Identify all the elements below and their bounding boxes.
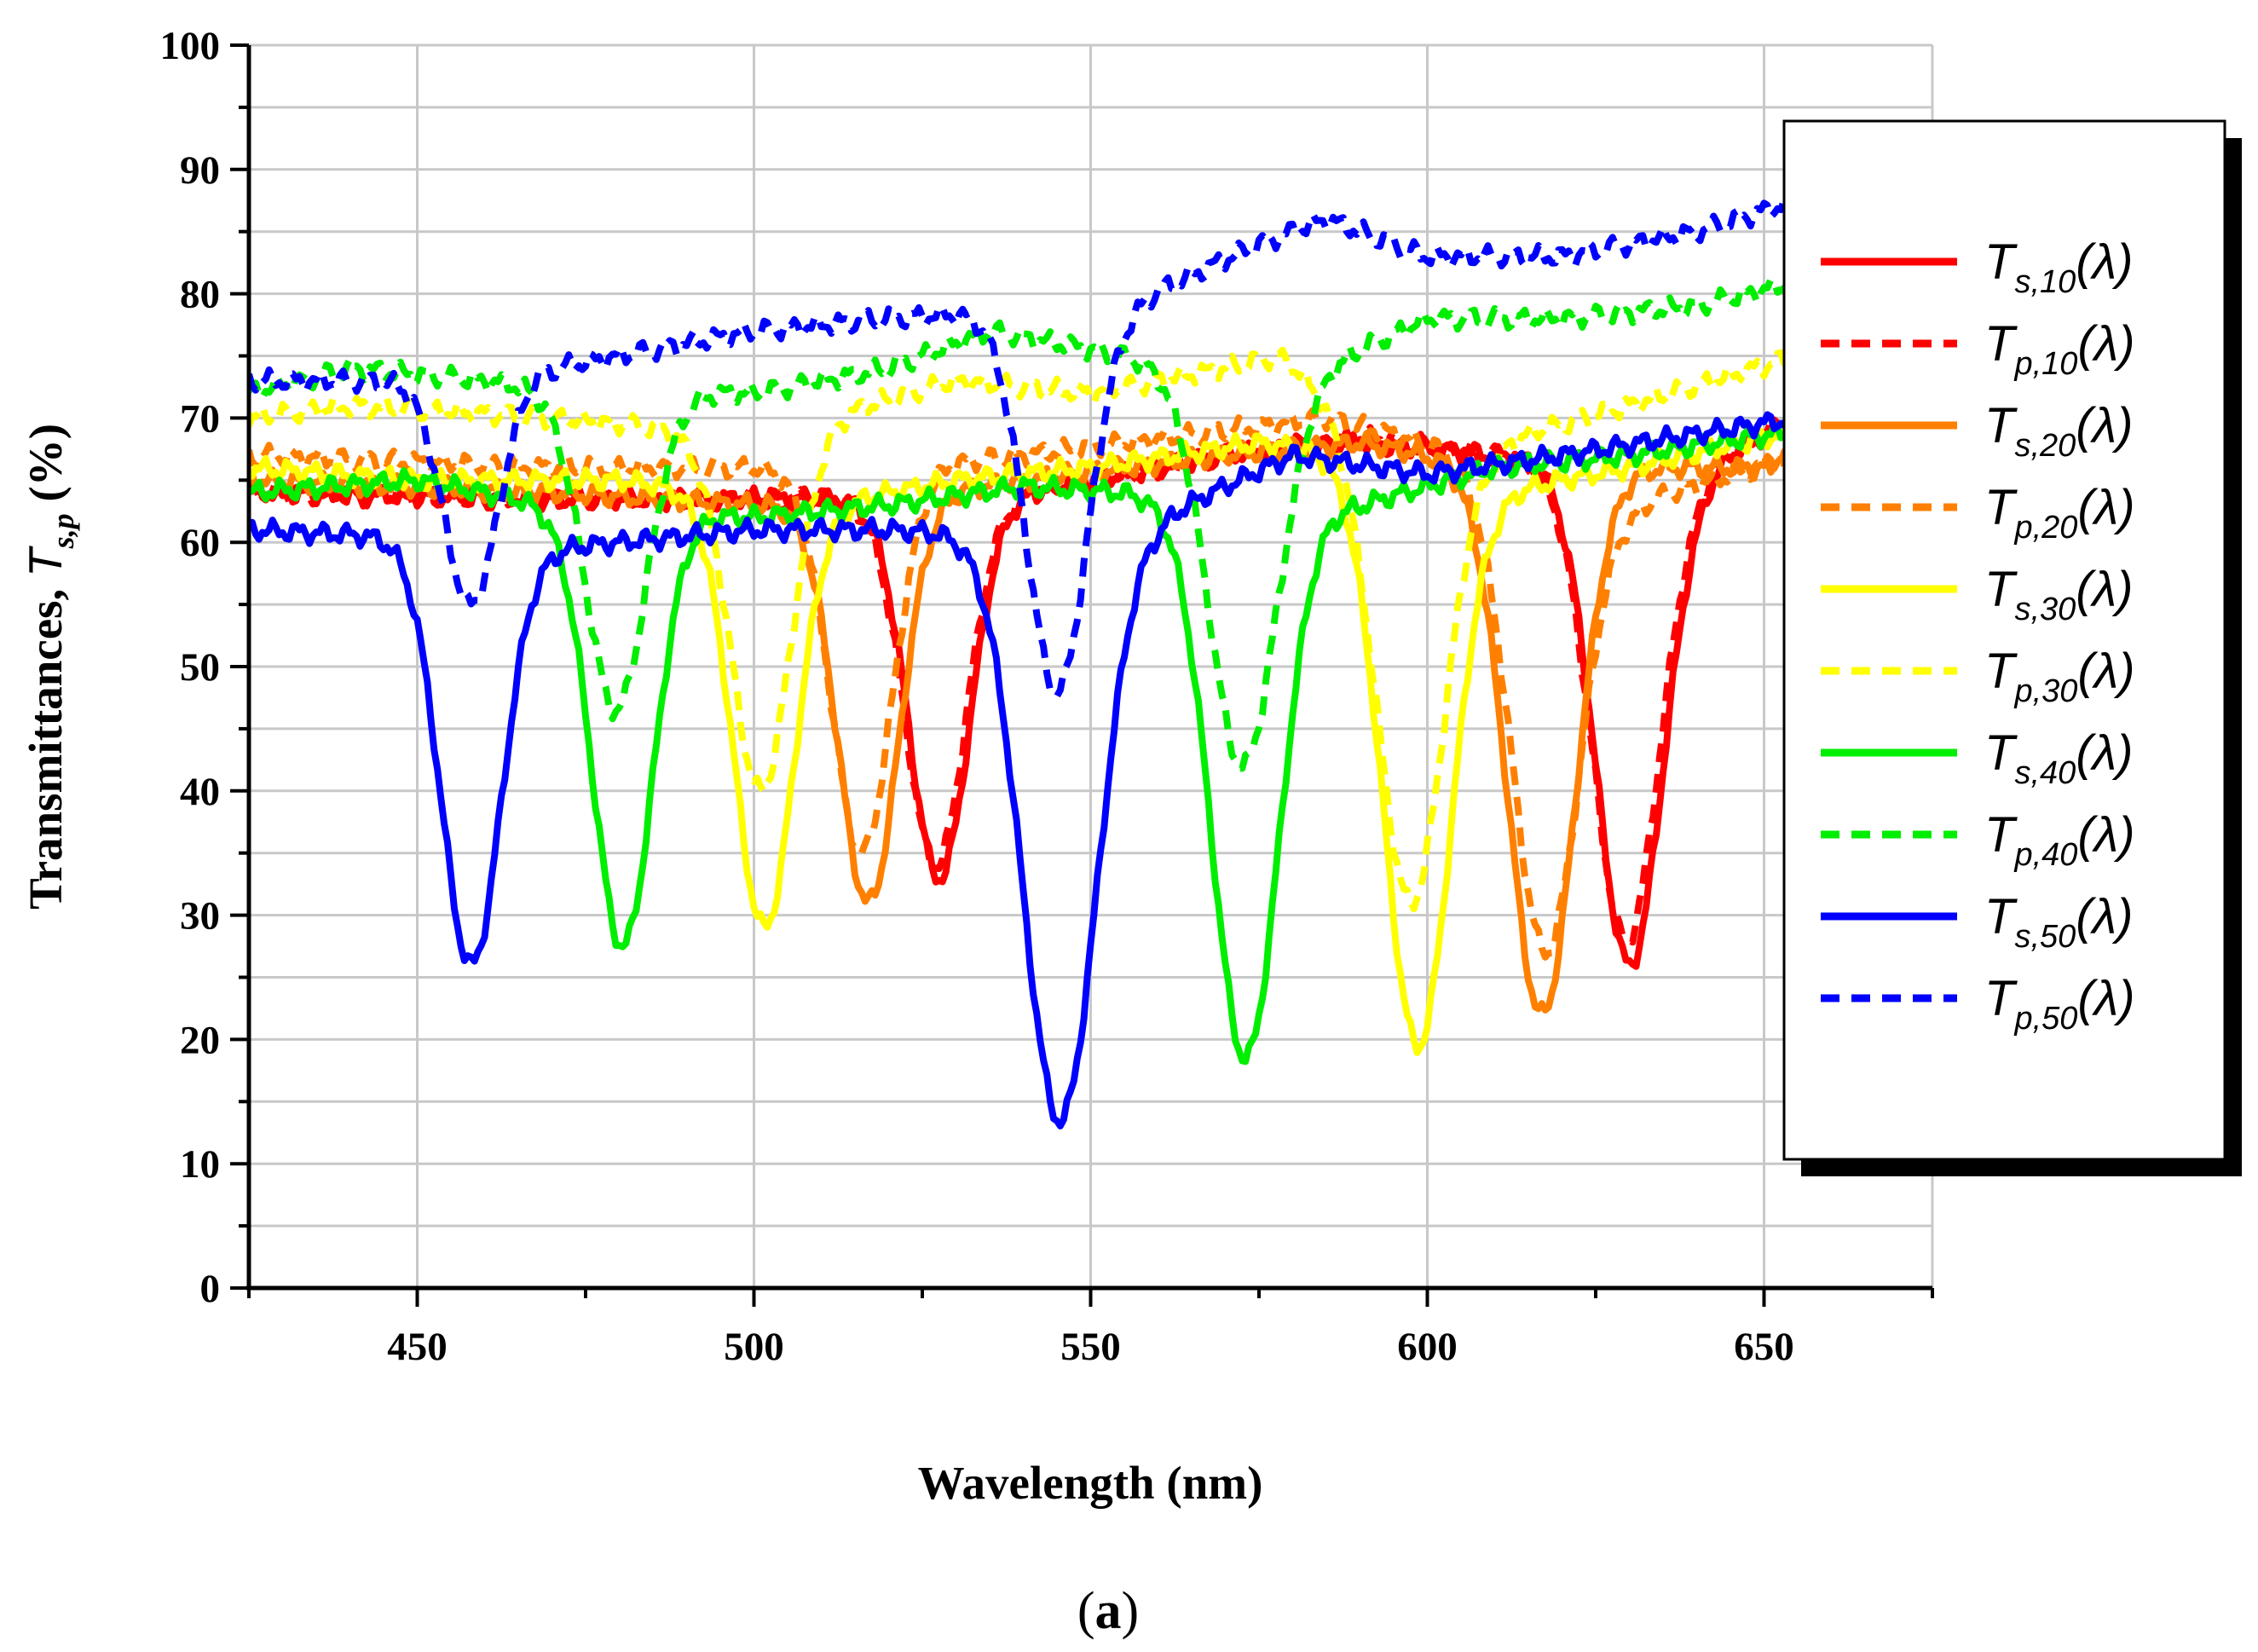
figure-caption: (a) (1077, 1582, 1139, 1640)
y-tick-label-20: 20 (180, 1018, 220, 1062)
legend-label-p-20: Tp,20(λ) (1984, 480, 2135, 546)
y-tick-label-30: 30 (180, 894, 220, 939)
legend-label-s-40: Ts,40(λ) (1984, 725, 2133, 791)
x-axis-title: Wavelength (nm) (918, 1457, 1263, 1509)
legend-symbol: T (1984, 971, 2018, 1026)
y-tick-label-90: 90 (180, 148, 220, 193)
y-tick-label-50: 50 (180, 645, 220, 690)
legend-suffix: (λ) (2077, 644, 2134, 699)
y-tick-label-100: 100 (160, 24, 221, 68)
legend-subscript: s,10 (2014, 264, 2076, 300)
legend-label-s-20: Ts,20(λ) (1984, 398, 2133, 464)
legend-label-s-10: Ts,10(λ) (1984, 234, 2133, 300)
legend-label-s-30: Ts,30(λ) (1984, 562, 2133, 627)
legend-suffix: (λ) (2076, 398, 2133, 453)
y-tick-label-80: 80 (180, 273, 220, 317)
legend-symbol: T (1984, 234, 2018, 290)
legend-suffix: (λ) (2076, 234, 2133, 290)
legend-subscript: s,50 (2014, 919, 2076, 955)
y-axis-title-main: Transmittances, (20, 577, 72, 910)
y-tick-label-0: 0 (200, 1267, 221, 1311)
y-tick-labels: 0 10 20 30 40 50 60 70 80 90 100 (160, 24, 221, 1311)
legend-label-s-50: Ts,50(λ) (1984, 889, 2133, 955)
legend-symbol: T (1984, 644, 2018, 699)
caption-open: ( (1077, 1582, 1095, 1640)
legend-suffix: (λ) (2077, 316, 2134, 372)
series-line-s-30 (249, 416, 1932, 1056)
legend-symbol: T (1984, 480, 2018, 535)
legend-label-p-30: Tp,30(λ) (1984, 644, 2135, 709)
y-tick-label-70: 70 (180, 396, 220, 441)
legend-subscript: s,40 (2014, 755, 2076, 791)
x-tick-labels: 450 500 550 600 650 (387, 1325, 1794, 1369)
series-line-p-50 (249, 186, 1932, 700)
legend-subscript: s,30 (2014, 592, 2076, 627)
legend-suffix: (λ) (2076, 725, 2133, 781)
series-line-p-40 (249, 266, 1932, 772)
legend-subscript: p,30 (2013, 673, 2077, 709)
legend-subscript: p,50 (2013, 1001, 2077, 1037)
legend-symbol: T (1984, 398, 2018, 453)
legend-subscript: p,40 (2013, 837, 2077, 873)
legend-items: Ts,10(λ)Tp,10(λ)Ts,20(λ)Tp,20(λ)Ts,30(λ)… (1821, 234, 2135, 1037)
legend-label-p-10: Tp,10(λ) (1984, 316, 2135, 382)
legend-symbol: T (1984, 725, 2018, 781)
legend-subscript: s,20 (2014, 428, 2076, 464)
legend-symbol: T (1984, 807, 2018, 863)
x-tick-label-600: 600 (1397, 1325, 1458, 1369)
caption-close: ) (1122, 1582, 1140, 1640)
legend-box (1782, 119, 2226, 1161)
y-axis-title-subscript: s,p (46, 513, 80, 549)
legend-symbol: T (1984, 316, 2018, 372)
legend-suffix: (λ) (2077, 971, 2134, 1026)
legend-symbol: T (1984, 889, 2018, 944)
legend-suffix: (λ) (2077, 480, 2134, 535)
y-axis-title-symbol: T (19, 546, 72, 577)
legend-suffix: (λ) (2076, 889, 2133, 944)
x-tick-label-650: 650 (1734, 1325, 1794, 1369)
legend-label-p-50: Tp,50(λ) (1984, 971, 2135, 1037)
axes (230, 43, 1934, 1307)
x-tick-label-550: 550 (1060, 1325, 1121, 1369)
series-line-p-20 (249, 407, 1932, 961)
legend: Ts,10(λ)Tp,10(λ)Ts,20(λ)Tp,20(λ)Ts,30(λ)… (1782, 119, 2242, 1176)
legend-symbol: T (1984, 562, 2018, 617)
legend-subscript: p,20 (2013, 510, 2077, 546)
series-layer (249, 186, 1932, 1129)
y-tick-label-40: 40 (180, 770, 220, 814)
y-axis-title-unit: (%) (20, 424, 72, 513)
legend-label-p-40: Tp,40(λ) (1984, 807, 2135, 873)
legend-suffix: (λ) (2076, 562, 2133, 617)
x-tick-label-450: 450 (387, 1325, 448, 1369)
caption-letter: a (1095, 1582, 1122, 1640)
y-tick-label-10: 10 (180, 1142, 220, 1187)
legend-suffix: (λ) (2077, 807, 2134, 863)
y-axis-title: Transmittances, Ts,p (%) (19, 424, 80, 910)
x-tick-label-500: 500 (724, 1325, 784, 1369)
series-line-s-50 (249, 403, 1932, 1129)
legend-subscript: p,10 (2013, 346, 2077, 382)
series-line-p-30 (249, 341, 1932, 913)
y-tick-label-60: 60 (180, 521, 220, 565)
